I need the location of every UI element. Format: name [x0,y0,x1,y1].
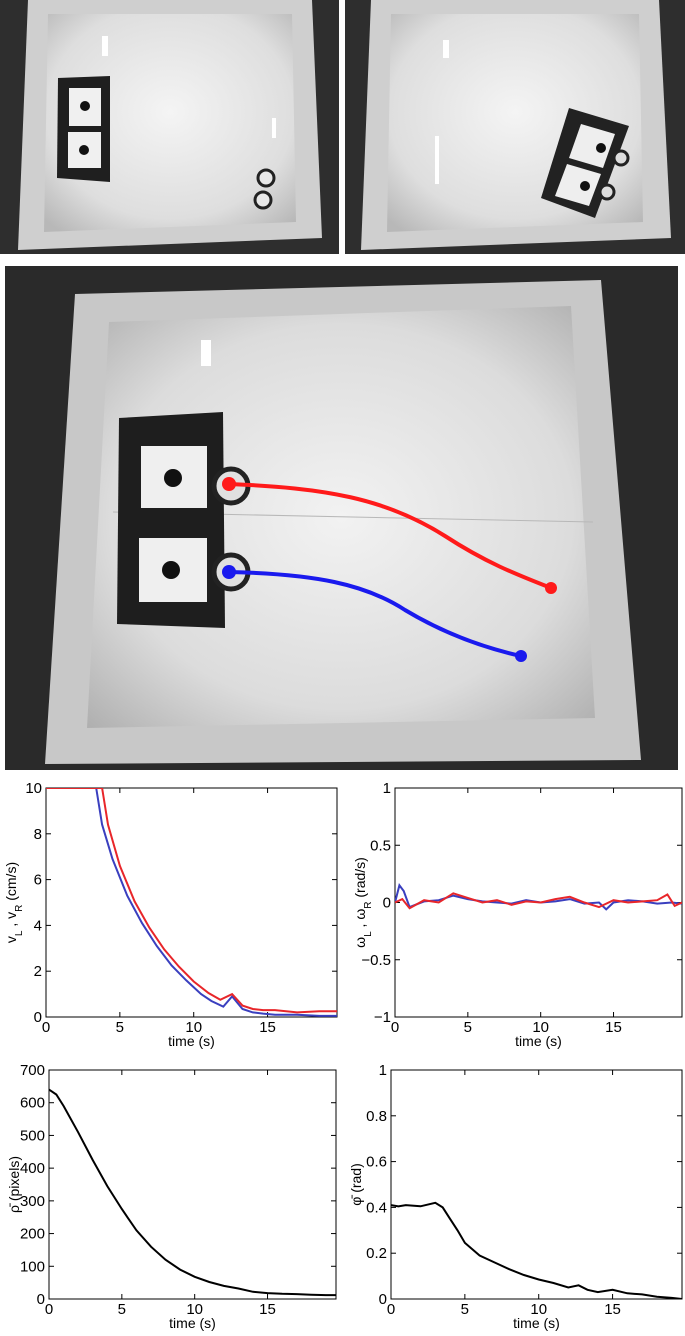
chart-4: 0 5 10 15 0 0.2 0.4 0.6 0.8 1 time (s) φ̄ (rad) [348,1062,683,1331]
x-axis-label: time (s) [513,1315,560,1331]
y-tick-label: 400 [20,1160,45,1177]
box-main [117,412,225,628]
series-line-1 [49,1088,336,1297]
x-tick-label: 0 [42,1019,50,1036]
x-tick-label: 0 [391,1019,399,1036]
photo-top-right [345,0,685,254]
y-tick-label: 300 [20,1193,45,1210]
x-tick-label: 10 [530,1301,547,1318]
x-tick-label: 5 [464,1019,472,1036]
y-tick-label: 0.5 [370,837,391,854]
trajectory-red [228,482,552,590]
x-tick-label: 0 [387,1301,395,1318]
x-tick-label: 10 [185,1019,202,1036]
series-line-1 [46,788,337,1017]
series-line-2 [46,788,337,1014]
x-tick-label: 10 [532,1019,549,1036]
y-tick-label: 6 [34,872,42,889]
x-tick-label: 5 [461,1301,469,1318]
y-tick-label: 0.4 [366,1199,387,1216]
series-line-1 [391,1201,682,1299]
y-tick-label: 0.8 [366,1108,387,1125]
x-tick-label: 15 [259,1019,276,1036]
chart-2: 0 5 10 15 −1 −0.5 0 0.5 1 time (s) ωL , ωR (rad/s) [352,780,683,1049]
end-point-red [545,582,557,594]
y-axis-label: vL , vR (cm/s) [3,862,25,943]
y-tick-label: 8 [34,826,42,843]
y-tick-label: 600 [20,1095,45,1112]
x-axis-label: time (s) [168,1033,215,1049]
end-point-blue [515,650,527,662]
start-point-blue [222,565,236,579]
trajectory-blue [228,570,522,658]
y-tick-label: 0 [379,1291,387,1308]
y-tick-label: 1 [383,780,391,797]
x-tick-label: 10 [186,1301,203,1318]
x-tick-label: 15 [605,1019,622,1036]
y-tick-label: 1 [379,1062,387,1079]
y-tick-label: 0.2 [366,1245,387,1262]
x-axis-label: time (s) [169,1315,216,1331]
y-tick-label: 700 [20,1062,45,1079]
y-tick-label: 500 [20,1127,45,1144]
robot-pair [253,168,276,210]
y-tick-label: 2 [34,963,42,980]
plot-frame [45,787,338,1018]
photo-top-left [0,0,339,254]
y-axis-label: ρ̄ (pixels) [6,1156,22,1213]
y-tick-label: 100 [20,1258,45,1275]
y-tick-label: 0 [37,1291,45,1308]
x-tick-label: 5 [116,1019,124,1036]
x-tick-label: 15 [604,1301,621,1318]
box-top-left [57,76,110,182]
y-tick-label: −1 [374,1009,391,1026]
y-tick-label: 4 [34,917,42,934]
y-tick-label: 0.6 [366,1154,387,1171]
y-tick-label: −0.5 [361,952,391,969]
plot-frame [390,1069,683,1300]
y-axis-label: ωL , ωR (rad/s) [352,857,374,948]
y-tick-label: 0 [34,1009,42,1026]
photo-main [5,266,678,770]
box-top-right [541,108,630,218]
y-tick-label: 0 [383,895,391,912]
x-tick-label: 0 [45,1301,53,1318]
plot-frame [48,1069,337,1300]
y-tick-label: 200 [20,1226,45,1243]
start-point-red [222,477,236,491]
x-axis-label: time (s) [515,1033,562,1049]
x-tick-label: 15 [259,1301,276,1318]
chart-3: 0 5 10 15 0 100 200 300 400 500 600 700 time (s) ρ̄ (… [6,1062,337,1331]
y-tick-label: 10 [25,780,42,797]
x-tick-label: 5 [118,1301,126,1318]
y-axis-label: φ̄ (rad) [348,1163,364,1206]
series-line-2 [395,892,682,910]
